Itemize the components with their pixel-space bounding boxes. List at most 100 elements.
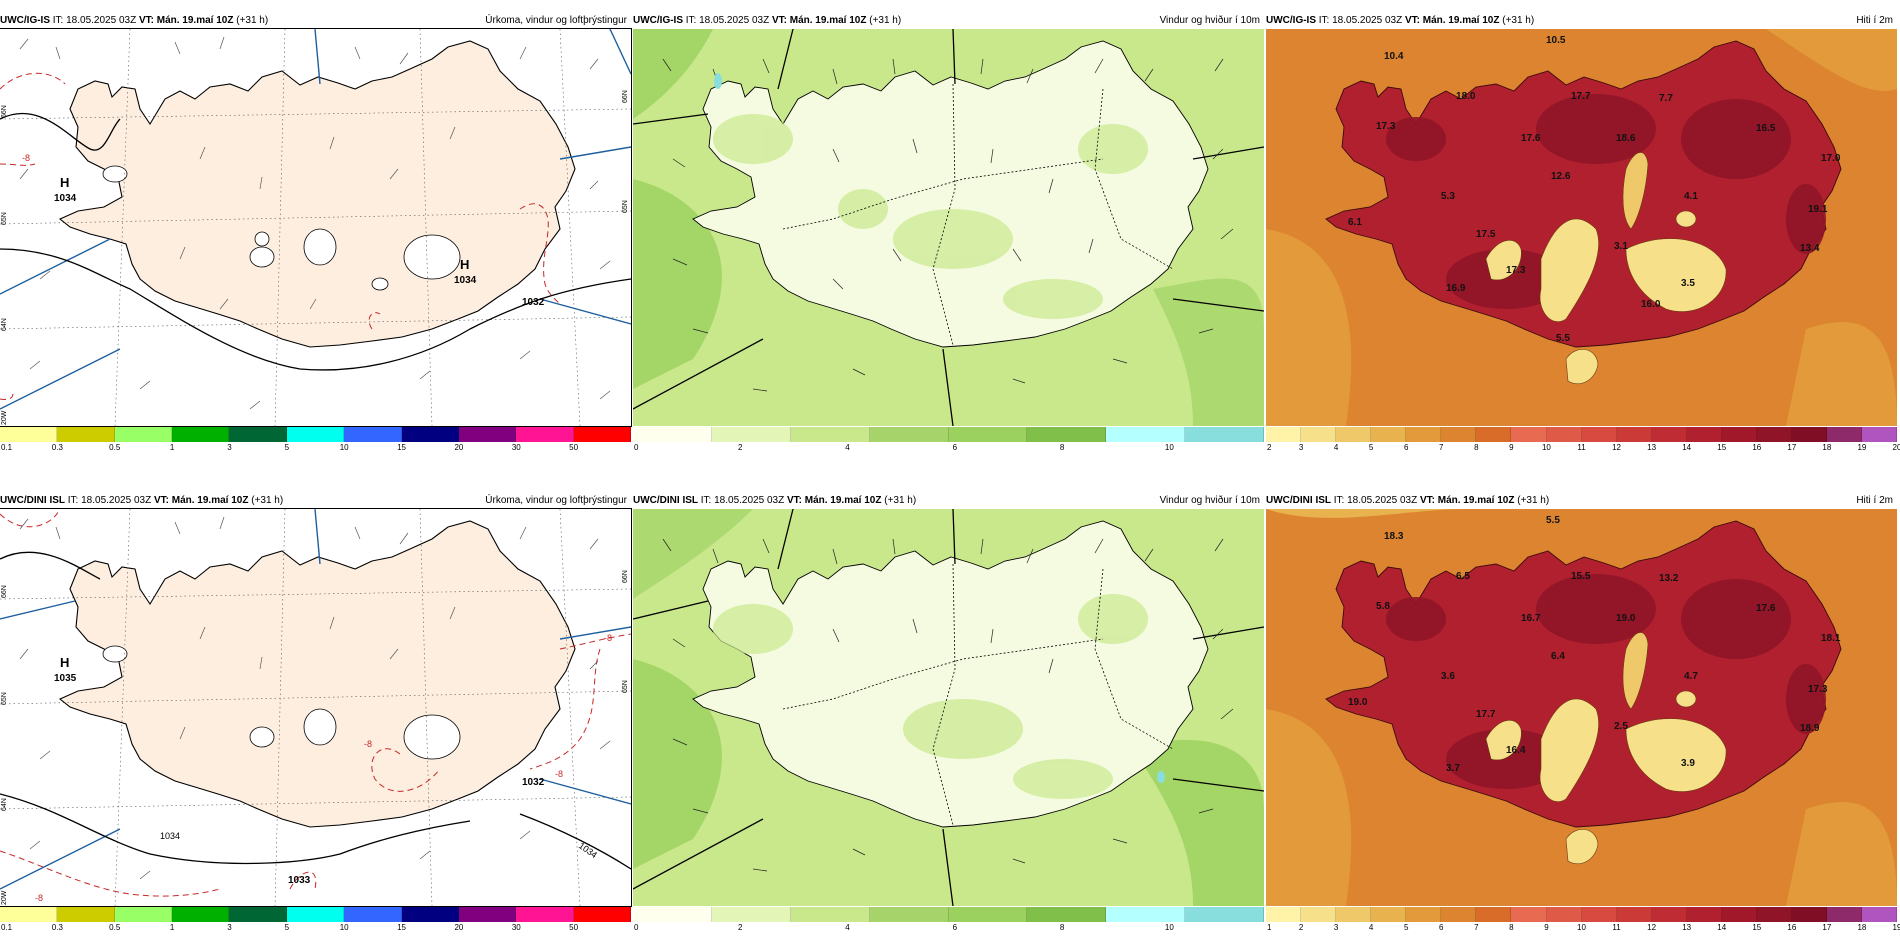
vt-label: VT: bbox=[786, 495, 802, 506]
colorbar-ticks: 2 3 4 5 6 7 8 9 10 11 12 13 14 15 16 17 18 19 20 bbox=[1266, 442, 1900, 455]
temp-map: 5.5 18.3 6.5 15.5 13.2 5.8 16.7 19.0 17.6 18.1 6.4… bbox=[1266, 509, 1897, 906]
colorbar-tick-label: 7 bbox=[1439, 443, 1444, 452]
wind-arrows bbox=[662, 58, 1234, 392]
grid-lines bbox=[0, 29, 631, 426]
colorbar-tick-label: 4 bbox=[1333, 443, 1339, 452]
colorbar-swatch bbox=[1581, 907, 1617, 922]
colorbar bbox=[1266, 427, 1898, 442]
colorbar-swatch bbox=[869, 427, 949, 442]
colorbar-tick-label: 20 bbox=[454, 923, 464, 932]
temp-value-label: 10.5 bbox=[1546, 35, 1566, 46]
colorbar-swatch bbox=[1106, 427, 1186, 442]
boundary-lines bbox=[633, 29, 1264, 426]
colorbar-swatch bbox=[172, 907, 230, 922]
colorbar-swatch bbox=[458, 427, 517, 442]
colorbar-tick-label: 11 bbox=[1577, 443, 1586, 452]
colorbar-tick-label: 0.5 bbox=[109, 443, 121, 452]
panel-wind-dini: UWC/DINI ISL IT: 18.05.2025 03Z VT: Mán.… bbox=[633, 494, 1264, 936]
colorbar-swatch bbox=[869, 907, 949, 922]
temp-value-label: 16.4 bbox=[1506, 745, 1526, 756]
temp-value-label: 18.3 bbox=[1384, 531, 1404, 542]
colorbar-swatch bbox=[1756, 907, 1792, 922]
colorbar-ticks: 1234567891011121314151617181920 bbox=[1266, 922, 1900, 935]
iceland-land bbox=[692, 40, 1209, 348]
colorbar-tick-label: 10 bbox=[1541, 443, 1551, 452]
colorbar-swatch bbox=[1406, 427, 1442, 442]
temp-labels: 10.5 10.4 18.0 17.7 7.7 17.3 17.6 18.6 16.5 17.0 1… bbox=[1348, 35, 1841, 344]
colorbar-swatch bbox=[458, 907, 517, 922]
colorbar-tick-label: 14 bbox=[1682, 443, 1692, 452]
colorbar-tick-label: 17 bbox=[1787, 443, 1797, 452]
colorbar-swatch bbox=[1371, 427, 1407, 442]
colorbar-tick-label: 50 bbox=[569, 923, 579, 932]
vt-label: VT: bbox=[1419, 495, 1435, 506]
region-borders bbox=[782, 83, 1174, 346]
colorbar-ticks: 0 2 4 6 8 10 bbox=[633, 442, 1264, 455]
colorbar-swatch bbox=[114, 907, 173, 922]
temp-value-label: 5.5 bbox=[1556, 333, 1570, 344]
colorbar-swatch bbox=[57, 907, 115, 922]
colorbar-swatch bbox=[286, 907, 345, 922]
colorbar-swatch bbox=[573, 907, 631, 922]
iceland-land bbox=[692, 520, 1209, 828]
colorbar-tick-label: 17 bbox=[1822, 923, 1832, 932]
colorbar-swatch bbox=[1476, 907, 1512, 922]
grid-label: 20W bbox=[1, 890, 8, 905]
panel-header: UWC/DINI ISL IT: 18.05.2025 03Z VT: Mán.… bbox=[0, 494, 631, 508]
high-letter: H bbox=[60, 655, 69, 670]
temp-map: 10.5 10.4 18.0 17.7 7.7 17.3 17.6 18.6 16.5 17.0 1… bbox=[1266, 29, 1897, 426]
colorbar-tick-label: 15 bbox=[1717, 443, 1727, 452]
colorbar-swatch bbox=[1581, 427, 1617, 442]
it-label: IT: bbox=[685, 15, 697, 26]
vt-value: Mán. 19.maí 10Z bbox=[789, 15, 867, 26]
colorbar-swatch bbox=[1546, 427, 1582, 442]
colorbar-tick-label: 16 bbox=[1752, 443, 1762, 452]
it-value: 18.05.2025 03Z bbox=[1347, 495, 1418, 506]
colorbar-tick-label: 11 bbox=[1612, 923, 1621, 932]
isobar-label: 1034 bbox=[160, 831, 180, 841]
pressure-value: 1034 bbox=[54, 193, 77, 204]
temp-value-label: 3.5 bbox=[1681, 278, 1695, 289]
colorbar-swatch bbox=[1616, 907, 1652, 922]
it-value: 18.05.2025 03Z bbox=[81, 495, 152, 506]
colorbar-tick-label: 10 bbox=[339, 923, 349, 932]
panel-header: UWC/DINI ISL IT: 18.05.2025 03Z VT: Mán.… bbox=[633, 494, 1264, 508]
colorbar-swatch bbox=[1027, 427, 1107, 442]
colorbar-swatch bbox=[1721, 427, 1757, 442]
colorbar-swatch bbox=[948, 907, 1028, 922]
vt-value: Mán. 19.maí 10Z bbox=[171, 495, 249, 506]
colorbar-swatch bbox=[1827, 427, 1863, 442]
colorbar-swatch bbox=[1027, 907, 1107, 922]
wind-map bbox=[633, 509, 1264, 906]
model-name: UWC/IG-IS bbox=[633, 15, 683, 26]
warm-contours bbox=[0, 72, 561, 400]
temp-value-label: 17.3 bbox=[1376, 121, 1396, 132]
contour-labels: -8 -8 -8 -8 bbox=[35, 633, 612, 903]
grid-label: 64N bbox=[1, 318, 8, 331]
model-name: UWC/DINI ISL bbox=[0, 495, 65, 506]
cool-highlands bbox=[1485, 632, 1727, 865]
grid-label: 66N bbox=[1, 585, 8, 598]
colorbar-swatch bbox=[516, 907, 574, 922]
colorbar-swatch bbox=[1476, 427, 1512, 442]
colorbar-swatch bbox=[401, 907, 459, 922]
temp-value-label: 2.5 bbox=[1614, 721, 1628, 732]
temp-map-svg: 5.5 18.3 6.5 15.5 13.2 5.8 16.7 19.0 17.6 18.1 6.4… bbox=[1266, 509, 1897, 906]
forecast-offset: (+31 h) bbox=[251, 495, 284, 506]
colorbar-tick-label: 18 bbox=[1822, 443, 1832, 452]
colorbar-swatch bbox=[1106, 907, 1186, 922]
vt-label: VT: bbox=[1404, 15, 1420, 26]
temp-value-label: 3.1 bbox=[1614, 241, 1628, 252]
model-name: UWC/DINI ISL bbox=[1266, 495, 1331, 506]
high-letter: H bbox=[460, 257, 469, 272]
colorbar-tick-label: 13 bbox=[1647, 443, 1657, 452]
colorbar-tick-label: 5 bbox=[1403, 923, 1409, 932]
colorbar-tick-label: 6 bbox=[952, 923, 958, 932]
colorbar-swatch bbox=[573, 427, 631, 442]
pressure-centers: H 1034 H 1034 1032 bbox=[54, 175, 545, 308]
colorbar-swatch bbox=[516, 427, 574, 442]
high-letter: H bbox=[60, 175, 69, 190]
colorbar bbox=[0, 907, 631, 922]
colorbar-tick-label: 4 bbox=[845, 923, 850, 932]
vt-label: VT: bbox=[771, 15, 787, 26]
